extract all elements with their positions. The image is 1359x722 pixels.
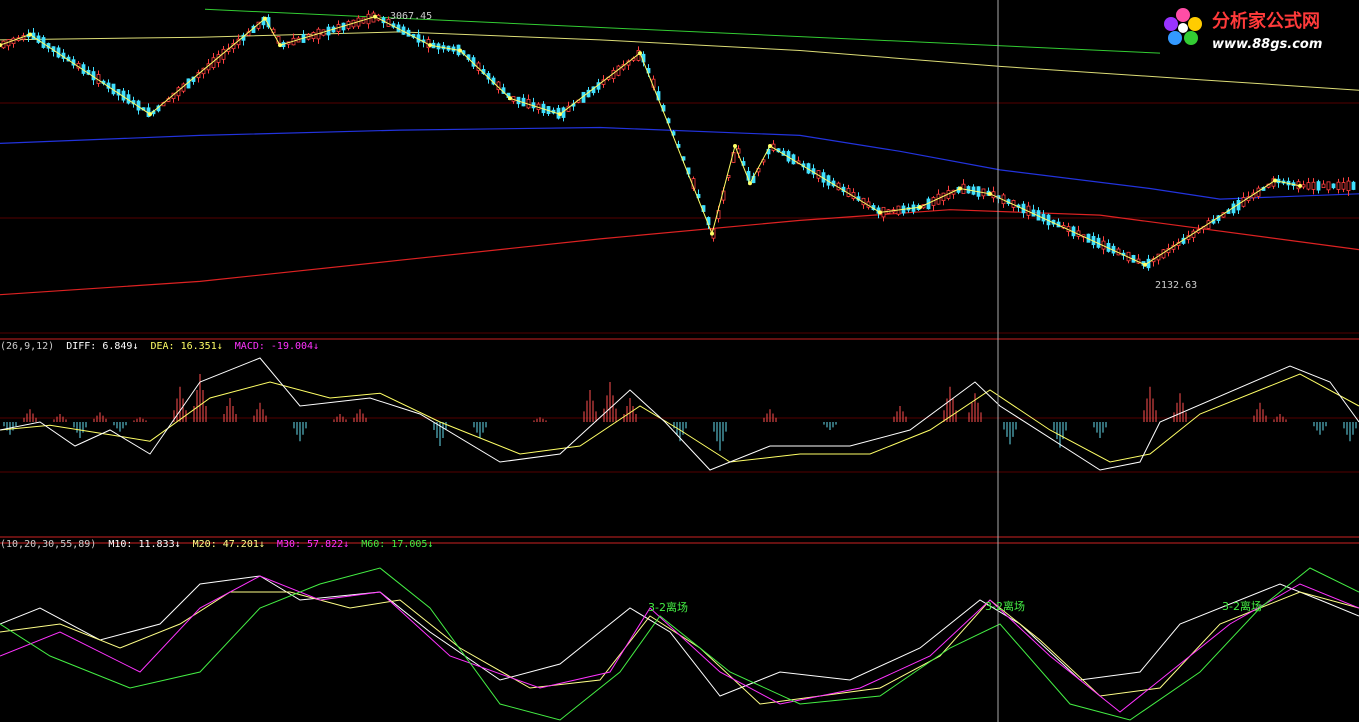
candle-body <box>1311 181 1316 190</box>
zigzag-point <box>710 231 714 236</box>
diff-label: DIFF: 6.849↓ <box>66 341 138 352</box>
macd-params: (26,9,12) <box>0 341 54 352</box>
exit-annotation-1: 3-2离场 <box>648 600 688 614</box>
high-price-label: 3067.45 <box>390 11 432 22</box>
logo: 分析家公式网 www.88gs.com <box>1164 8 1322 52</box>
zigzag-point <box>373 14 377 19</box>
zigzag-point <box>1273 178 1277 183</box>
zigzag-point <box>263 16 267 21</box>
zigzag-point <box>878 210 882 215</box>
m10-label: M10: 11.833↓ <box>108 539 180 550</box>
price-panel <box>0 8 1359 296</box>
ma-params: (10,20,30,55,89) <box>0 539 96 550</box>
ma-blue-line <box>0 126 1359 200</box>
zigzag-point <box>768 144 772 149</box>
m60-line <box>0 567 1359 721</box>
macd-label: MACD: -19.004↓ <box>235 341 319 352</box>
candle-body <box>1316 181 1321 191</box>
candle-body <box>1306 182 1311 190</box>
low-price-label: 2132.63 <box>1155 280 1197 291</box>
zigzag-point <box>0 43 2 48</box>
diff-line <box>0 357 1359 471</box>
zigzag-point <box>428 43 432 48</box>
grid-lines <box>0 102 1359 544</box>
zigzag-point <box>748 181 752 186</box>
m20-line <box>0 591 1359 705</box>
ma-panel <box>0 567 1359 721</box>
m20-label: M20: 47.201↓ <box>193 539 265 550</box>
ma-red-line <box>0 209 1359 296</box>
zigzag-point <box>1298 183 1302 188</box>
m60-label: M60: 17.005↓ <box>361 539 433 550</box>
zigzag-point <box>278 43 282 48</box>
zigzag-point <box>958 186 962 191</box>
logo-url: www.88gs.com <box>1212 37 1322 52</box>
candle-body <box>1336 181 1341 190</box>
ma-yellow-line <box>0 31 1359 91</box>
zigzag-point <box>1143 262 1147 267</box>
ma-header: (10,20,30,55,89) M10: 11.833↓ M20: 47.20… <box>0 539 433 550</box>
zigzag-point <box>988 191 992 196</box>
trend-line <box>204 8 1161 54</box>
candle-body <box>1346 180 1351 192</box>
zigzag-line <box>0 16 1301 266</box>
zigzag-point <box>918 205 922 210</box>
macd-header: (26,9,12) DIFF: 6.849↓ DEA: 16.351↓ MACD… <box>0 341 319 352</box>
m30-label: M30: 57.822↓ <box>277 539 349 550</box>
zigzag-point <box>458 48 462 53</box>
logo-title: 分析家公式网 <box>1212 10 1320 32</box>
zigzag-point <box>638 51 642 56</box>
flower-icon <box>1164 8 1202 45</box>
candle-body <box>1341 182 1346 190</box>
m10-line <box>0 575 1359 697</box>
zigzag-point <box>558 112 562 117</box>
candle-body <box>1351 181 1356 190</box>
dea-label: DEA: 16.351↓ <box>151 341 223 352</box>
zigzag-point <box>508 96 512 101</box>
candle-body <box>1326 181 1331 191</box>
candle-body <box>1331 183 1336 189</box>
zigzag-point <box>733 144 737 149</box>
candle-body <box>1301 184 1306 188</box>
zigzag-point <box>28 32 32 37</box>
m30-line <box>0 575 1359 713</box>
exit-annotation-3: 3-2离场 <box>1222 599 1262 613</box>
zigzag-point <box>148 112 152 117</box>
candle-body <box>1321 183 1326 189</box>
exit-annotation-2: 3-2离场 <box>985 599 1025 613</box>
macd-panel <box>0 357 1359 471</box>
